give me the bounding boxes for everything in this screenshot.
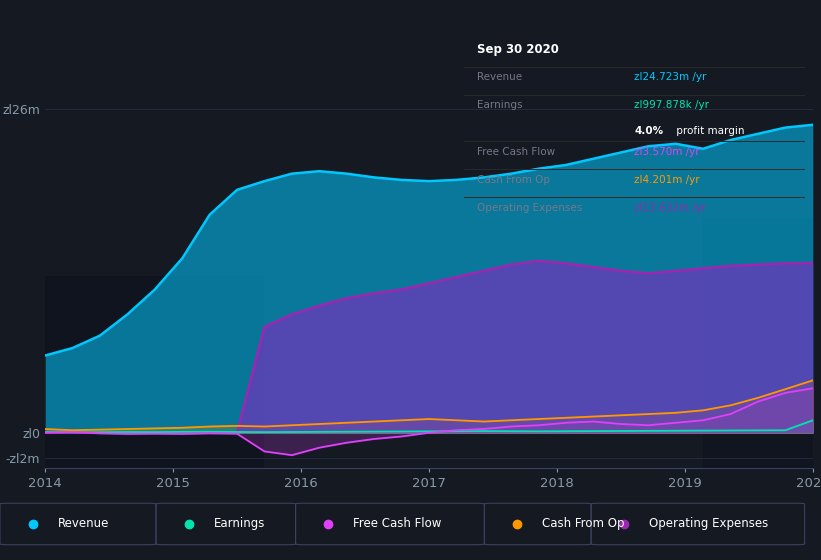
- Text: profit margin: profit margin: [673, 127, 745, 136]
- Text: Operating Expenses: Operating Expenses: [478, 203, 583, 213]
- Text: zl997.878k /yr: zl997.878k /yr: [635, 100, 709, 110]
- Text: Cash From Op: Cash From Op: [478, 175, 551, 185]
- Text: zl13.632m /yr: zl13.632m /yr: [635, 203, 707, 213]
- Bar: [45, 276, 264, 468]
- Text: Cash From Op: Cash From Op: [542, 517, 624, 530]
- Text: Revenue: Revenue: [478, 72, 523, 82]
- Text: Free Cash Flow: Free Cash Flow: [353, 517, 442, 530]
- Text: Revenue: Revenue: [57, 517, 109, 530]
- Text: zl3.570m /yr: zl3.570m /yr: [635, 147, 699, 157]
- Text: zl24.723m /yr: zl24.723m /yr: [635, 72, 707, 82]
- Text: Earnings: Earnings: [478, 100, 523, 110]
- Text: zl4.201m /yr: zl4.201m /yr: [635, 175, 699, 185]
- Text: 4.0%: 4.0%: [635, 127, 663, 136]
- Bar: [703, 218, 813, 468]
- Text: Earnings: Earnings: [213, 517, 265, 530]
- Text: Free Cash Flow: Free Cash Flow: [478, 147, 556, 157]
- Text: Sep 30 2020: Sep 30 2020: [478, 43, 559, 57]
- Text: Operating Expenses: Operating Expenses: [649, 517, 768, 530]
